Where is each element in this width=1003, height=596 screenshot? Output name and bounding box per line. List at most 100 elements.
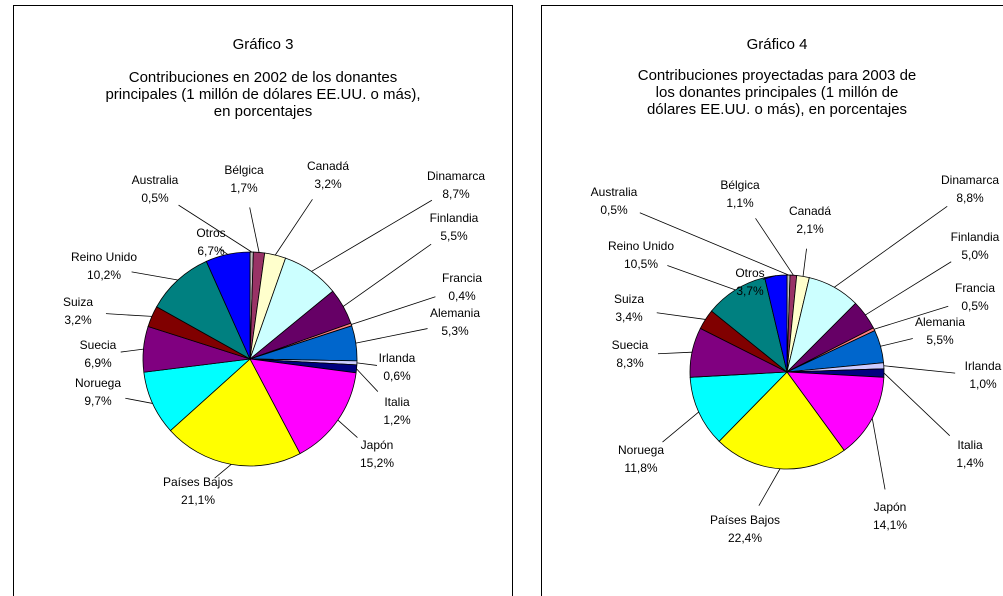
slice-value-label: 5,5% — [926, 333, 954, 347]
chart-subtitle: principales (1 millón de dólares EE.UU. … — [105, 86, 420, 103]
slice-label: Dinamarca — [427, 169, 485, 183]
pie-slice — [249, 358, 357, 455]
leader-line — [337, 419, 358, 438]
slice-label: Países Bajos — [710, 513, 780, 527]
leader-line — [883, 372, 951, 436]
panel-border — [541, 5, 1003, 596]
chart-subtitle: en porcentajes — [214, 103, 312, 120]
slice-label: Finlandia — [951, 230, 1000, 244]
chart-title: Gráfico 4 — [747, 36, 808, 53]
leader-line — [219, 248, 228, 255]
slice-label: Noruega — [618, 443, 664, 457]
slice-value-label: 8,7% — [442, 187, 470, 201]
slice-value-label: 14,1% — [873, 518, 907, 532]
leader-line — [274, 199, 313, 256]
slice-value-label: 1,0% — [969, 377, 997, 391]
leader-line — [105, 313, 152, 317]
slice-label: Japón — [361, 438, 394, 452]
slice-value-label: 1,2% — [383, 413, 411, 427]
leader-line — [880, 338, 913, 347]
chart-subtitle: Contribuciones en 2002 de los donantes — [129, 69, 398, 86]
slice-label: Países Bajos — [163, 475, 233, 489]
slice-label: Otros — [196, 226, 225, 240]
chart-subtitle: los donantes principales (1 millón de — [656, 84, 899, 101]
slice-value-label: 5,3% — [441, 324, 469, 338]
slice-value-label: 21,1% — [181, 493, 215, 507]
slice-label: Australia — [591, 185, 638, 199]
leader-line — [351, 296, 436, 325]
slice-label: Canadá — [789, 204, 831, 218]
slice-label: Finlandia — [430, 211, 479, 225]
leader-line — [311, 199, 433, 272]
slice-value-label: 11,8% — [624, 461, 657, 475]
slice-value-label: 1,7% — [230, 181, 258, 195]
slice-label: Bélgica — [720, 178, 760, 192]
leader-line — [755, 218, 794, 276]
leader-line — [356, 368, 379, 392]
slice-label: Suiza — [63, 295, 93, 309]
slice-value-label: 0,6% — [383, 369, 411, 383]
leader-line — [356, 362, 378, 366]
slice-label: Irlanda — [965, 359, 1002, 373]
slice-value-label: 0,4% — [448, 289, 476, 303]
leader-line — [873, 305, 949, 330]
slice-label: Suecia — [80, 338, 117, 352]
slice-label: Noruega — [75, 376, 121, 390]
leader-line — [249, 207, 260, 253]
slice-label: Irlanda — [379, 351, 416, 365]
leader-line — [667, 265, 736, 291]
leader-line — [865, 261, 952, 316]
leader-line — [131, 271, 178, 281]
leader-line — [802, 248, 807, 277]
slice-value-label: 1,1% — [726, 196, 754, 210]
leader-line — [657, 351, 693, 355]
leader-line — [342, 243, 432, 307]
chart-title: Gráfico 3 — [233, 36, 294, 53]
slice-label: Francia — [442, 271, 482, 285]
slice-label: Italia — [957, 438, 983, 452]
pie-slice — [205, 251, 251, 360]
slice-label: Suiza — [614, 292, 644, 306]
slice-value-label: 9,7% — [84, 394, 112, 408]
slice-label: Bélgica — [224, 163, 264, 177]
slice-value-label: 5,5% — [440, 229, 468, 243]
slice-value-label: 3,4% — [615, 310, 643, 324]
slice-value-label: 10,5% — [624, 257, 658, 271]
slice-value-label: 15,2% — [360, 456, 394, 470]
leader-line — [125, 397, 153, 404]
slice-value-label: 8,8% — [956, 191, 984, 205]
slice-label: Suecia — [612, 338, 649, 352]
slice-label: Alemania — [430, 306, 480, 320]
slice-label: Alemania — [915, 315, 965, 329]
chart-subtitle: Contribuciones proyectadas para 2003 de — [638, 67, 917, 84]
leader-line — [639, 212, 789, 276]
leader-line — [833, 205, 948, 288]
leader-line — [871, 418, 886, 490]
slice-label: Reino Unido — [71, 250, 137, 264]
slice-label: Reino Unido — [608, 239, 674, 253]
slice-value-label: 0,5% — [961, 299, 989, 313]
pie-slice — [786, 371, 885, 451]
leader-line — [762, 275, 776, 280]
slice-value-label: 6,7% — [197, 244, 225, 258]
slice-value-label: 2,1% — [796, 222, 824, 236]
leader-line — [656, 312, 706, 320]
leader-line — [355, 328, 428, 344]
slice-value-label: 1,4% — [956, 456, 984, 470]
slice-value-label: 8,3% — [616, 356, 644, 370]
pie-slice — [718, 371, 845, 470]
slice-label: Japón — [874, 500, 907, 514]
panel-border — [13, 5, 513, 596]
slice-value-label: 3,2% — [314, 177, 342, 191]
slice-value-label: 22,4% — [728, 531, 762, 545]
chart-subtitle: dólares EE.UU. o más), en porcentajes — [647, 101, 907, 118]
slice-value-label: 6,9% — [84, 356, 112, 370]
slice-label: Dinamarca — [941, 173, 999, 187]
slice-value-label: 0,5% — [141, 191, 169, 205]
slice-value-label: 5,0% — [961, 248, 989, 262]
slice-value-label: 10,2% — [87, 268, 121, 282]
pie-slice — [689, 371, 789, 442]
leader-line — [662, 411, 699, 443]
leader-line — [758, 468, 781, 506]
